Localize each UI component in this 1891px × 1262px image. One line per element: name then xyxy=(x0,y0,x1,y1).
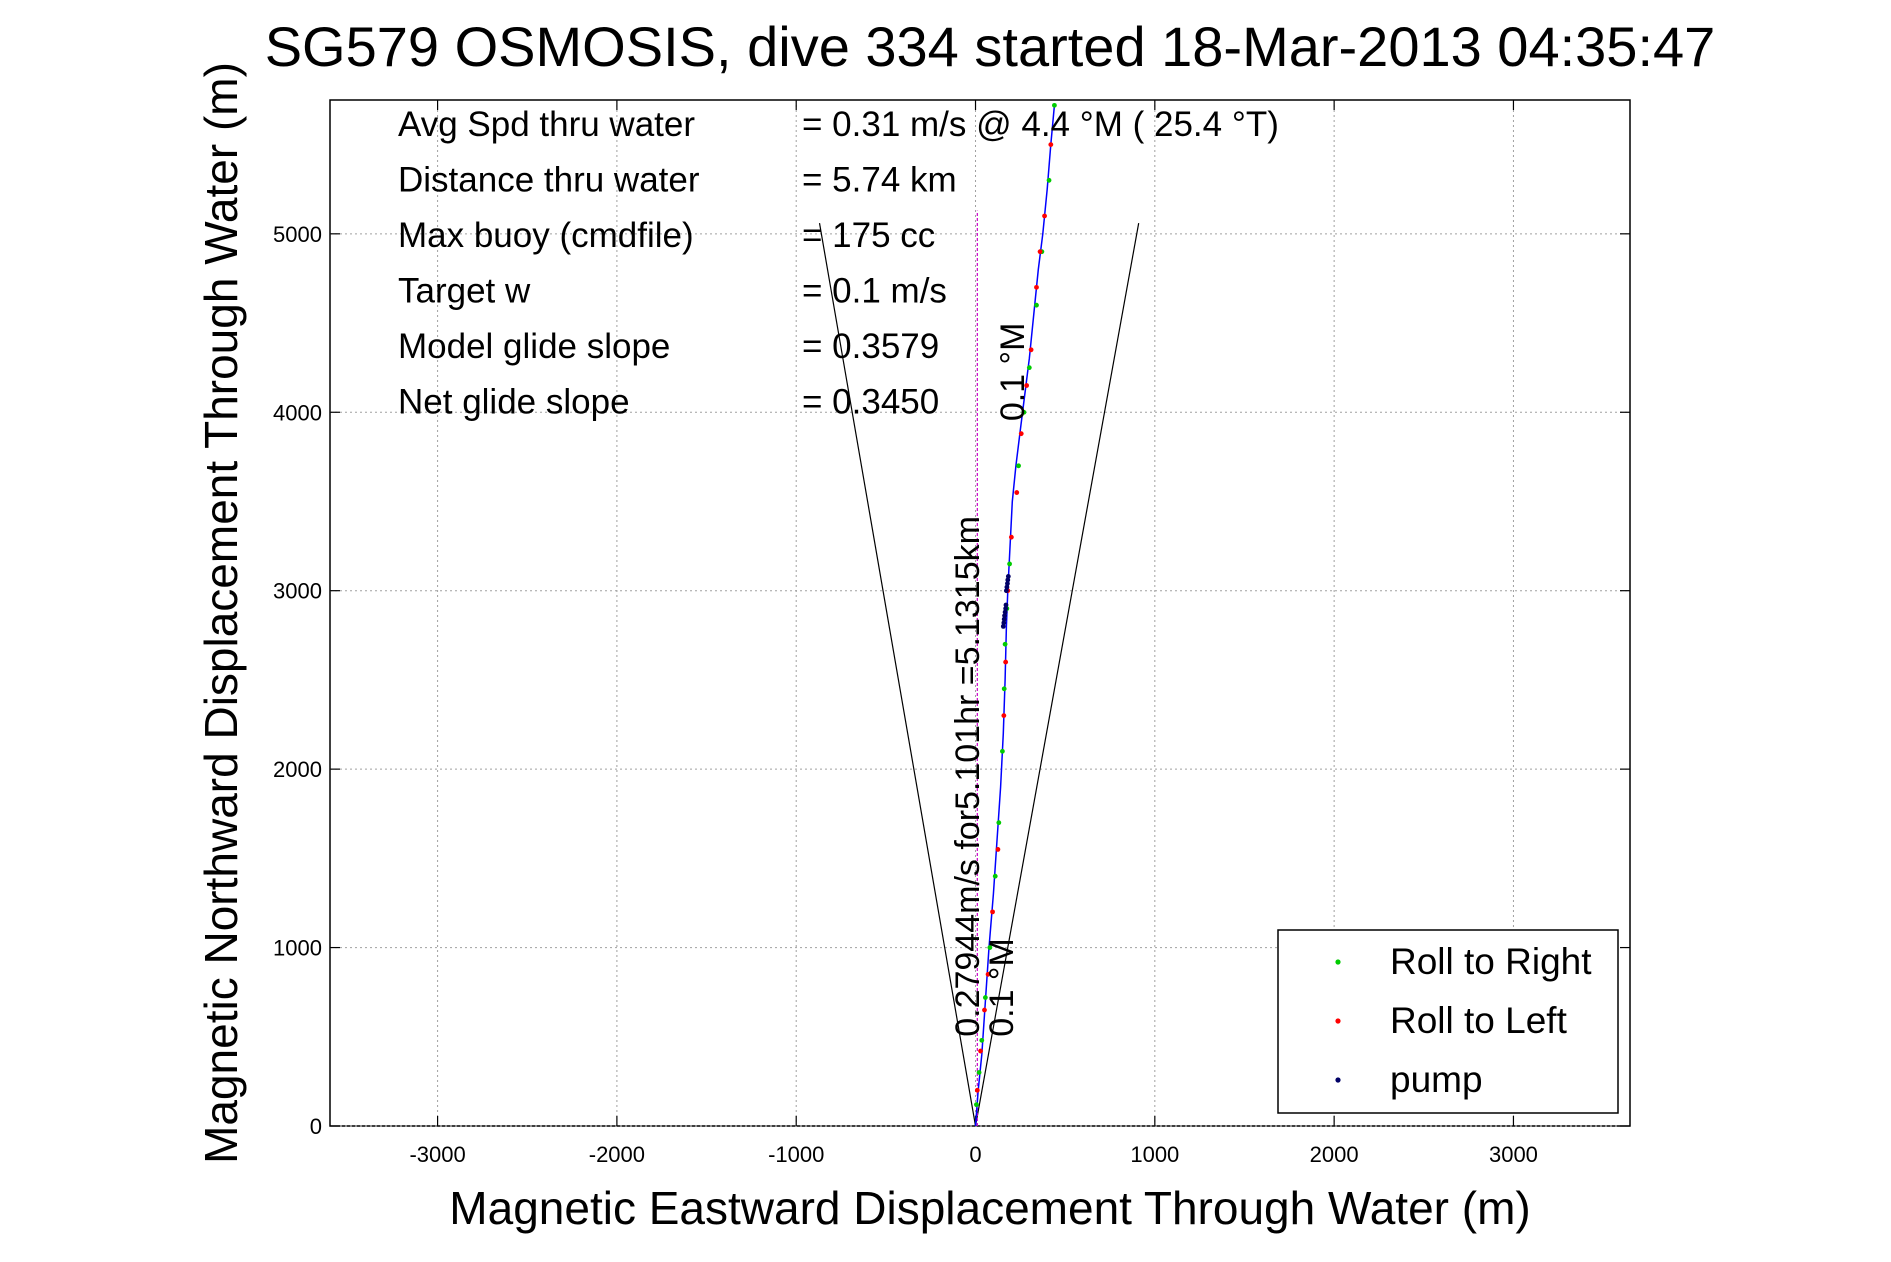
roll-to-left-point xyxy=(974,1087,980,1093)
roll-to-right-point xyxy=(1002,641,1008,647)
roll-to-left-point xyxy=(1042,213,1047,219)
pump-point xyxy=(1001,616,1007,622)
legend-label: Roll to Left xyxy=(1390,1000,1568,1041)
dive-track xyxy=(974,105,1056,1127)
grid-lines xyxy=(330,100,1630,1127)
track-line xyxy=(974,105,1056,1127)
stat-label: Max buoy (cmdfile) xyxy=(398,216,694,255)
y-tick-label: 5000 xyxy=(273,222,322,247)
roll-to-right-point xyxy=(982,995,988,1000)
roll-to-left-point xyxy=(1014,490,1020,495)
roll-to-right-point xyxy=(1021,409,1027,415)
y-tick-label: 0 xyxy=(310,1114,322,1139)
stat-value: = 175 cc xyxy=(802,216,935,255)
stat-label: Target w xyxy=(398,272,531,311)
roll-to-left-point xyxy=(1018,431,1024,437)
pump-point xyxy=(1002,609,1008,615)
x-tick-label: 1000 xyxy=(1130,1142,1179,1167)
roll-to-left-point xyxy=(1048,142,1054,148)
y-tick-label: 4000 xyxy=(273,400,322,425)
y-axis-ticks: 0 1000 2000 3000 4000 5000 xyxy=(273,222,1630,1139)
x-tick-label: -1000 xyxy=(768,1142,824,1167)
stat-value: = 5.74 km xyxy=(802,161,957,200)
bottom-heading-annotation: 0.1 °M xyxy=(983,938,1021,1037)
chart-title: SG579 OSMOSIS, dive 334 started 18-Mar-2… xyxy=(265,15,1716,78)
roll-to-left-point xyxy=(982,1007,987,1013)
pump-point xyxy=(1004,584,1010,590)
stat-label: Avg Spd thru water xyxy=(398,105,695,144)
roll-to-left-point xyxy=(1037,249,1043,255)
roll-to-left-point xyxy=(1034,284,1039,290)
roll-to-right-point xyxy=(1001,686,1007,692)
roll-to-right-point xyxy=(992,873,998,879)
stat-label: Model glide slope xyxy=(398,327,670,366)
pump-point xyxy=(1000,623,1006,629)
pump-point xyxy=(1003,602,1009,608)
pump-point xyxy=(1005,581,1010,586)
roll-to-left-point xyxy=(990,909,995,915)
pump-point xyxy=(1002,613,1007,619)
legend-label: Roll to Right xyxy=(1390,941,1592,982)
y-tick-label: 3000 xyxy=(273,579,322,604)
stat-label: Net glide slope xyxy=(398,383,630,422)
current-speed-annotation: 0.27944m/s for5.101hr =5.1315km xyxy=(949,516,987,1037)
roll-to-left-point xyxy=(995,847,1001,852)
top-heading-annotation: 0.1 °M xyxy=(994,323,1032,422)
y-axis-label: Magnetic Northward Displacement Through … xyxy=(195,62,247,1164)
stat-value: = 0.31 m/s @ 4.4 °M ( 25.4 °T) xyxy=(802,105,1279,144)
legend-label: pump xyxy=(1390,1059,1483,1100)
roll-to-right-point xyxy=(976,1070,982,1075)
x-axis-ticks: -3000 -2000 -1000 0 1000 2000 3000 xyxy=(409,100,1538,1167)
roll-to-right-point xyxy=(974,1102,979,1107)
roll-to-right-point xyxy=(1007,561,1012,567)
x-tick-label: 3000 xyxy=(1489,1142,1538,1167)
legend-marker xyxy=(1335,1018,1341,1024)
series-markers xyxy=(974,102,1057,1107)
roll-to-right-point xyxy=(1000,748,1005,754)
roll-to-right-point xyxy=(1046,177,1052,183)
pump-point xyxy=(1003,606,1009,611)
roll-to-right-point xyxy=(996,820,1002,826)
roll-to-left-point xyxy=(978,1048,983,1054)
roll-to-left-point xyxy=(1008,534,1014,540)
stat-label: Distance thru water xyxy=(398,161,700,200)
legend-marker xyxy=(1335,1077,1341,1083)
x-tick-label: -2000 xyxy=(589,1142,645,1167)
stat-value: = 0.1 m/s xyxy=(802,272,947,311)
x-tick-label: 2000 xyxy=(1310,1142,1359,1167)
stat-value: = 0.3579 xyxy=(802,327,939,366)
roll-to-right-point xyxy=(1052,102,1057,108)
legend-marker xyxy=(1335,959,1341,965)
x-tick-label: 0 xyxy=(969,1142,981,1167)
roll-to-right-point xyxy=(1016,463,1021,469)
legend-box xyxy=(1277,929,1619,1114)
dive-stats-block: Avg Spd thru water = 0.31 m/s @ 4.4 °M ( … xyxy=(398,105,1279,422)
stat-value: = 0.3450 xyxy=(802,383,939,422)
roll-to-right-point xyxy=(1026,365,1032,371)
pump-point xyxy=(1001,620,1007,626)
cone-line xyxy=(818,223,977,1127)
roll-to-right-point xyxy=(987,945,993,950)
roll-to-right-point xyxy=(1034,302,1039,308)
y-tick-label: 2000 xyxy=(273,757,322,782)
pump-point xyxy=(1005,577,1011,583)
x-tick-label: -3000 xyxy=(409,1142,465,1167)
y-tick-label: 1000 xyxy=(273,936,322,961)
x-axis-label: Magnetic Eastward Displacement Through W… xyxy=(449,1182,1530,1234)
roll-to-left-point xyxy=(1001,713,1007,718)
roll-to-right-point xyxy=(979,1037,985,1043)
roll-to-left-point xyxy=(1024,383,1030,388)
roll-to-left-point xyxy=(1028,347,1034,353)
heading-cone-lines xyxy=(818,223,1140,1127)
roll-to-left-point xyxy=(985,971,991,977)
legend: Roll to Right Roll to Left pump xyxy=(1277,929,1619,1114)
roll-to-left-point xyxy=(1003,659,1009,665)
cone-line xyxy=(974,223,1140,1127)
pump-point xyxy=(1005,574,1011,579)
pump-point xyxy=(1003,588,1009,594)
